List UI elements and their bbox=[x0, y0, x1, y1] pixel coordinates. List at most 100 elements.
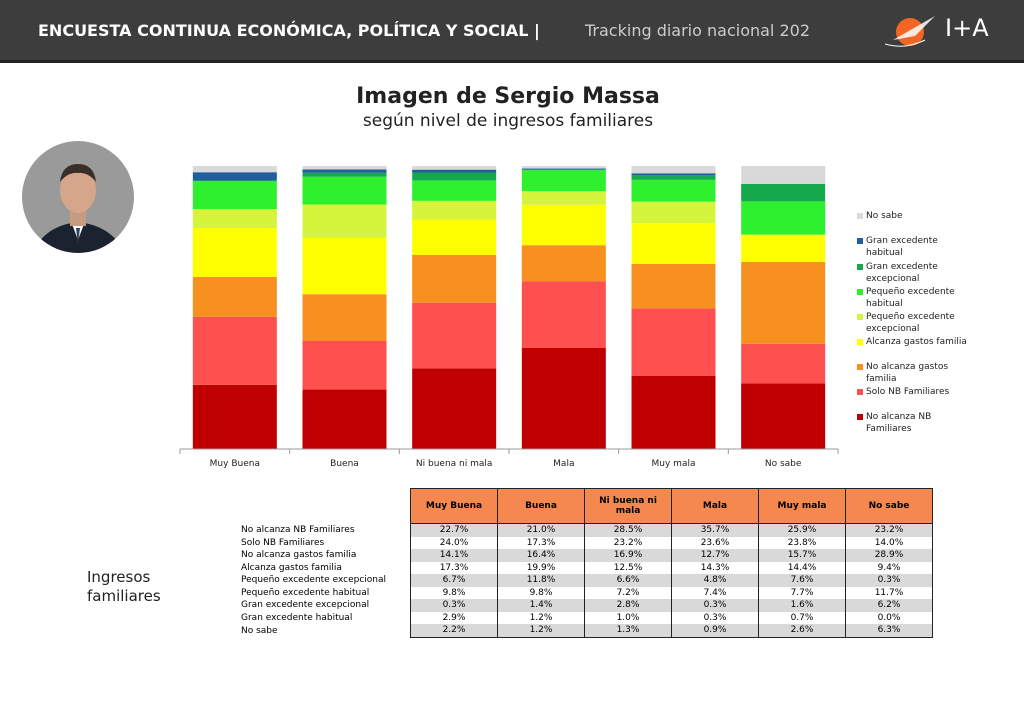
table-cell: 1.2% bbox=[497, 611, 585, 624]
table-cell: 14.4% bbox=[758, 561, 846, 574]
bar-segment bbox=[521, 169, 606, 171]
x-tick-label: Ni buena ni mala bbox=[416, 459, 493, 469]
table-label: Ingresos familiares bbox=[87, 568, 161, 605]
bar-segment bbox=[302, 294, 387, 341]
table-cell: 6.3% bbox=[845, 624, 933, 638]
legend-swatch bbox=[857, 339, 863, 345]
legend-label: Gran excedente excepcional bbox=[866, 262, 938, 284]
table-cell: 0.3% bbox=[845, 574, 933, 587]
table-cell: 14.3% bbox=[671, 561, 759, 574]
bar-segment bbox=[192, 209, 277, 228]
table-corner bbox=[239, 488, 411, 524]
bar-segment bbox=[412, 180, 497, 201]
table-cell: 25.9% bbox=[758, 523, 846, 537]
logo: I+A bbox=[945, 14, 989, 42]
legend-swatch bbox=[857, 414, 863, 420]
table-cell: 11.8% bbox=[497, 574, 585, 587]
bar-segment bbox=[631, 201, 716, 224]
bar-segment bbox=[192, 180, 277, 182]
table-cell: 28.5% bbox=[584, 523, 672, 537]
table-row: Gran excedente excepcional 0.3% 1.4% 2.8% 0.… bbox=[239, 599, 933, 612]
table-cell: 1.3% bbox=[584, 624, 672, 638]
table-row: No sabe 2.2% 1.2% 1.3% 0.9% 2.6% 6.3% bbox=[239, 624, 933, 638]
table-header-cell: Muy Buena bbox=[410, 488, 498, 524]
legend-swatch bbox=[857, 264, 863, 270]
legend-swatch bbox=[857, 314, 863, 320]
bar-segment bbox=[412, 254, 497, 303]
table-cell: 0.3% bbox=[671, 599, 759, 612]
table-header-cell: Muy mala bbox=[758, 488, 846, 524]
bar-segment bbox=[741, 201, 826, 235]
bar-segment bbox=[521, 170, 606, 192]
table-row-label: Solo NB Familiares bbox=[239, 536, 411, 549]
bar-segment bbox=[521, 166, 606, 169]
legend-label: Pequeño excedente habitual bbox=[866, 287, 955, 309]
legend-item: Alcanza gastos familia bbox=[857, 336, 976, 348]
x-tick-label: Muy mala bbox=[652, 459, 696, 469]
table-row-label: Alcanza gastos familia bbox=[239, 561, 411, 574]
legend-item: Solo NB Familiares bbox=[857, 386, 976, 398]
bar-segment bbox=[631, 179, 716, 202]
table-cell: 11.7% bbox=[845, 586, 933, 599]
legend-item: No alcanza gastos familia bbox=[857, 361, 976, 385]
legend-item: Gran excedente habitual bbox=[857, 235, 976, 259]
table-cell: 21.0% bbox=[497, 523, 585, 537]
bar-segment bbox=[192, 384, 277, 449]
bar-segment bbox=[412, 219, 497, 255]
legend-label: Pequeño excedente excepcional bbox=[866, 312, 955, 334]
table-header-cell: No sabe bbox=[845, 488, 933, 524]
table-row: Gran excedente habitual 2.9% 1.2% 1.0% 0.3% 0… bbox=[239, 611, 933, 624]
portrait bbox=[22, 141, 134, 253]
header: ENCUESTA CONTINUA ECONÓMICA, POLÍTICA Y … bbox=[0, 0, 1024, 63]
table-row: Pequeño excedente habitual 9.8% 9.8% 7.2% 7.… bbox=[239, 586, 933, 599]
bar-segment bbox=[521, 204, 606, 246]
table-cell: 1.6% bbox=[758, 599, 846, 612]
bar-segment bbox=[521, 347, 606, 449]
table-row-label: Gran excedente habitual bbox=[239, 611, 411, 624]
bar-segment bbox=[302, 340, 387, 390]
legend-item: Gran excedente excepcional bbox=[857, 261, 976, 285]
table-row: Pequeño excedente excepcional 6.7% 11.8% 6.… bbox=[239, 574, 933, 587]
legend-label: Gran excedente habitual bbox=[866, 236, 938, 258]
bar-segment bbox=[412, 368, 497, 449]
bar-segment bbox=[302, 176, 387, 205]
table-cell: 4.8% bbox=[671, 574, 759, 587]
table-row: No alcanza gastos familia 14.1% 16.4% 16.9%… bbox=[239, 549, 933, 562]
bar-segment bbox=[741, 383, 826, 449]
bar-segment bbox=[302, 237, 387, 295]
header-subtitle: Tracking diario nacional 202 bbox=[585, 21, 810, 40]
table-header-row: Muy Buena Buena Ni buena ni mala Mala Muy ma… bbox=[239, 488, 933, 524]
legend-label: Solo NB Familiares bbox=[866, 387, 950, 397]
bar-segment bbox=[631, 223, 716, 264]
bar-segment bbox=[521, 281, 606, 348]
chart-subtitle: según nivel de ingresos familiares bbox=[362, 111, 654, 131]
x-tick-label: Buena bbox=[330, 459, 359, 469]
x-tick-label: No sabe bbox=[765, 459, 802, 469]
legend-swatch bbox=[857, 213, 863, 219]
bar-segment bbox=[412, 169, 497, 173]
table-cell: 14.0% bbox=[845, 536, 933, 549]
table-cell: 12.5% bbox=[584, 561, 672, 574]
table-cell: 2.8% bbox=[584, 599, 672, 612]
bar-segment bbox=[302, 204, 387, 238]
table-row-label: No alcanza NB Familiares bbox=[239, 523, 411, 537]
bar-segment bbox=[631, 175, 716, 180]
table-cell: 0.3% bbox=[671, 611, 759, 624]
table-cell: 6.6% bbox=[584, 574, 672, 587]
bar-segment bbox=[302, 169, 387, 173]
table-cell: 0.0% bbox=[845, 611, 933, 624]
table-row-label: No sabe bbox=[239, 624, 411, 637]
table-cell: 24.0% bbox=[410, 536, 498, 549]
table-cell: 15.7% bbox=[758, 549, 846, 562]
table-cell: 23.2% bbox=[584, 536, 672, 549]
chart: Muy Buena Buena Ni buena ni mala Mala Muy ma… bbox=[179, 166, 839, 469]
bar-segment bbox=[741, 166, 826, 184]
bar-segment bbox=[631, 375, 716, 449]
bar-segment bbox=[741, 235, 826, 262]
logo-icon bbox=[885, 16, 935, 47]
bar-segment bbox=[631, 308, 716, 376]
table-cell: 16.4% bbox=[497, 549, 585, 562]
bar-segment bbox=[302, 389, 387, 449]
table-cell: 0.9% bbox=[671, 624, 759, 638]
